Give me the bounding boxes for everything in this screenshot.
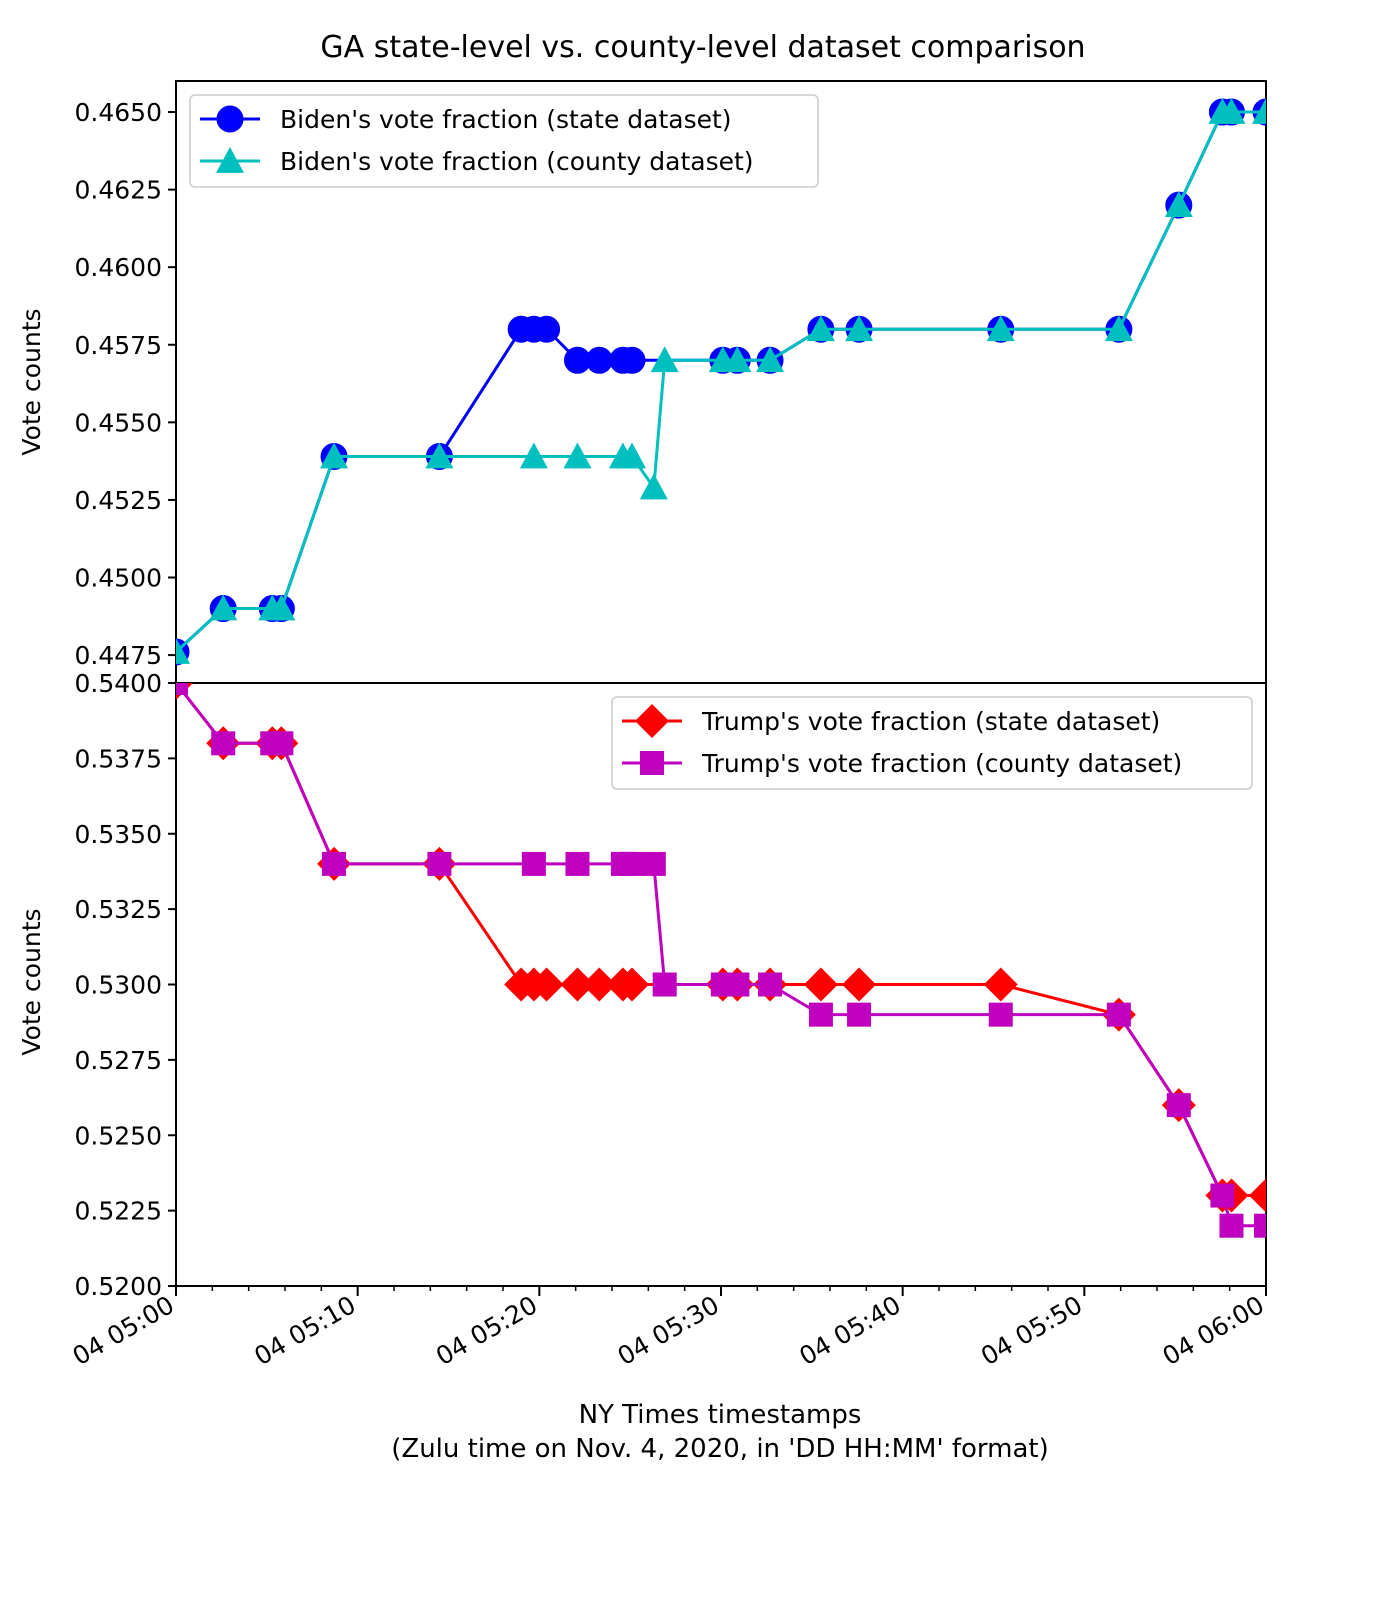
top-legend: Biden's vote fraction (state dataset) Bid… — [189, 94, 819, 188]
bottom-series-1 — [176, 683, 1266, 1238]
top-data-point — [650, 346, 679, 373]
top-data-point — [756, 346, 785, 373]
bottom-data-point — [322, 851, 347, 876]
top-data-point — [585, 346, 613, 374]
bottom-legend-marker — [635, 704, 669, 738]
bottom-data-point — [529, 967, 564, 1002]
bottom-y-tick-label: 0.5325 — [75, 895, 162, 924]
bottom-y-tick-label: 0.5400 — [75, 669, 162, 698]
bottom-data-point — [565, 851, 590, 876]
bottom-legend: Trump's vote fraction (state dataset) Tru… — [611, 696, 1253, 790]
bottom-data-point — [842, 967, 877, 1002]
top-series-group — [176, 98, 1266, 666]
top-axes: 0.4475 0.4500 0.4525 0.4550 0.4575 0.4600 0.46… — [75, 80, 1267, 684]
top-y-tick-label: 0.4525 — [75, 486, 162, 515]
bottom-data-point — [1219, 1213, 1244, 1238]
bottom-data-point — [1106, 1002, 1131, 1027]
bottom-panel: 0.5200 0.5225 0.5250 0.5275 0.5300 0.5325 0.53… — [17, 669, 1267, 1301]
bottom-data-point — [521, 851, 546, 876]
bottom-y-axis-label: Vote counts — [17, 908, 46, 1055]
bottom-y-tick-label: 0.5350 — [75, 820, 162, 849]
top-series-1 — [176, 98, 1266, 664]
x-axis-label-line1: NY Times timestamps — [579, 1400, 862, 1430]
bottom-axes: 0.5200 0.5225 0.5250 0.5275 0.5300 0.5325 0.53… — [75, 669, 1267, 1301]
top-data-point — [209, 594, 238, 621]
top-data-point — [519, 442, 548, 469]
bottom-data-point — [808, 1002, 833, 1027]
bottom-legend-entry-0: Trump's vote fraction (state dataset) — [622, 704, 1160, 738]
top-data-point — [618, 346, 646, 374]
bottom-data-point — [582, 967, 617, 1002]
bottom-data-point — [652, 972, 677, 997]
bottom-data-point — [176, 683, 188, 695]
top-y-tick-label: 0.4550 — [75, 408, 162, 437]
x-axis-label-line2: (Zulu time on Nov. 4, 2020, in 'DD HH:MM… — [391, 1434, 1049, 1464]
bottom-legend-label: Trump's vote fraction (county dataset) — [701, 749, 1182, 778]
bottom-legend-box — [611, 696, 1253, 790]
top-data-point — [320, 442, 349, 469]
top-data-point — [425, 442, 454, 469]
bottom-data-point — [847, 1002, 872, 1027]
bottom-data-point — [427, 851, 452, 876]
top-y-tick-label: 0.4625 — [75, 176, 162, 205]
bottom-data-point — [725, 972, 750, 997]
top-legend-entry-0: Biden's vote fraction (state dataset) — [200, 105, 732, 134]
top-y-tick-label: 0.4650 — [75, 98, 162, 127]
bottom-data-point — [1254, 1213, 1266, 1238]
bottom-data-point — [560, 967, 595, 1002]
top-data-point — [639, 473, 668, 500]
top-y-tick-label: 0.4500 — [75, 563, 162, 592]
chart-title: GA state-level vs. county-level dataset … — [320, 30, 1085, 65]
bottom-data-point — [988, 1002, 1013, 1027]
top-data-point — [563, 442, 592, 469]
top-data-point — [617, 442, 646, 469]
bottom-y-tick-label: 0.5200 — [75, 1272, 162, 1301]
bottom-data-point — [983, 967, 1018, 1002]
bottom-data-point — [758, 972, 783, 997]
top-legend-box — [189, 94, 819, 188]
top-data-point — [176, 637, 190, 664]
bottom-data-point — [1166, 1093, 1191, 1118]
bottom-data-point — [803, 967, 838, 1002]
top-data-point — [1164, 191, 1193, 218]
top-data-point — [723, 346, 752, 373]
bottom-data-point — [1210, 1183, 1235, 1208]
bottom-legend-entry-1: Trump's vote fraction (county dataset) — [622, 749, 1182, 778]
top-data-point — [806, 315, 835, 342]
bottom-series-group — [176, 683, 1266, 1238]
bottom-y-tick-label: 0.5275 — [75, 1046, 162, 1075]
top-legend-marker — [216, 105, 244, 133]
bottom-y-tick-label: 0.5300 — [75, 971, 162, 1000]
bottom-y-tick-label: 0.5250 — [75, 1121, 162, 1150]
top-legend-label: Biden's vote fraction (county dataset) — [280, 147, 754, 176]
bottom-y-tick-label: 0.5375 — [75, 744, 162, 773]
top-data-point — [1104, 315, 1133, 342]
top-legend-marker — [216, 147, 244, 173]
top-data-point — [267, 594, 296, 621]
bottom-data-point — [619, 851, 644, 876]
top-panel: 0.4475 0.4500 0.4525 0.4550 0.4575 0.4600 0.46… — [17, 80, 1267, 684]
top-data-point — [845, 315, 874, 342]
top-data-point — [986, 315, 1015, 342]
bottom-y-tick-label: 0.5225 — [75, 1197, 162, 1226]
top-legend-label: Biden's vote fraction (state dataset) — [280, 105, 732, 134]
top-legend-entry-1: Biden's vote fraction (county dataset) — [200, 147, 754, 176]
top-y-tick-label: 0.4575 — [75, 331, 162, 360]
top-data-point — [533, 315, 561, 343]
bottom-legend-marker — [640, 751, 664, 775]
top-data-point — [1252, 98, 1266, 124]
bottom-legend-label: Trump's vote fraction (state dataset) — [701, 707, 1160, 736]
top-y-tick-label: 0.4600 — [75, 253, 162, 282]
top-y-tick-label: 0.4475 — [75, 641, 162, 670]
bottom-data-point — [269, 731, 294, 756]
bottom-data-point — [641, 851, 666, 876]
top-y-axis-label: Vote counts — [17, 308, 46, 455]
bottom-data-point — [614, 967, 649, 1002]
bottom-data-point — [211, 731, 236, 756]
bottom-data-point — [1249, 1178, 1266, 1213]
top-data-point — [1217, 98, 1246, 124]
